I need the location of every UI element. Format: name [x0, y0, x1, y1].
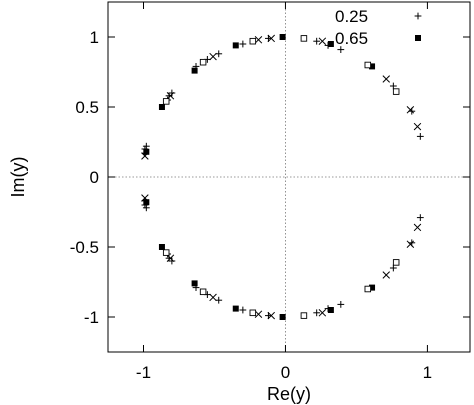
data-point: [239, 40, 247, 48]
data-point: [327, 307, 334, 313]
legend: 0.25 0.65: [335, 7, 422, 48]
data-point: [389, 264, 397, 272]
data-point: [267, 34, 276, 43]
data-point: [141, 152, 149, 160]
data-point: [232, 305, 239, 312]
data-point: [165, 254, 173, 262]
data-point: [413, 223, 422, 232]
data-point: [279, 314, 286, 320]
data-point: [313, 309, 321, 317]
data-point: [249, 309, 257, 317]
data-point: [168, 89, 176, 97]
data-point: [300, 312, 308, 319]
data-point: [209, 293, 217, 302]
data-point: [337, 301, 345, 308]
x-axis-label: Re(y): [267, 384, 311, 404]
data-point: [313, 37, 321, 45]
data-point: [300, 35, 308, 42]
data-point: [143, 199, 150, 206]
data-point: [239, 306, 247, 314]
series-0.65: [143, 34, 376, 320]
data-point: [318, 309, 327, 317]
data-point: [168, 257, 176, 265]
y-tick-label: -1: [84, 308, 99, 327]
data-point: [199, 58, 207, 66]
data-point: [318, 37, 327, 45]
data-point: [364, 285, 372, 293]
legend-marker: [414, 12, 422, 20]
data-point: [406, 240, 415, 248]
data-point: [232, 42, 239, 49]
y-tick-label: 1: [90, 28, 99, 47]
y-axis-label: Im(y): [8, 157, 28, 198]
data-point: [254, 310, 263, 318]
data-point: [337, 46, 345, 53]
data-point: [165, 92, 173, 100]
data-point: [191, 67, 198, 74]
axis-ticks: -1 0 1 1 0.5 0 -0.5 -1: [70, 2, 470, 382]
data-point: [392, 88, 400, 95]
data-point: [142, 204, 150, 212]
data-point: [158, 104, 165, 110]
legend-label: 0.25: [335, 7, 368, 26]
data-point: [209, 52, 217, 61]
x-tick-label: 0: [281, 363, 290, 382]
series-unnamed-3: [162, 35, 400, 319]
data-point: [166, 254, 175, 262]
data-point: [249, 37, 257, 45]
data-point: [254, 36, 263, 44]
data-point: [267, 311, 276, 320]
y-tick-label: -0.5: [70, 238, 99, 257]
data-point: [162, 98, 170, 105]
data-point: [162, 249, 170, 256]
data-point: [143, 148, 150, 155]
data-point: [191, 280, 198, 287]
data-point: [413, 122, 422, 131]
data-point: [416, 214, 424, 221]
data-point: [327, 41, 334, 47]
data-point: [158, 244, 165, 250]
data-point: [392, 259, 400, 266]
data-point: [279, 34, 286, 40]
data-point: [199, 288, 207, 296]
data-point: [166, 92, 175, 100]
data-point: [141, 194, 149, 202]
y-tick-label: 0: [90, 168, 99, 187]
x-tick-label: 1: [423, 363, 432, 382]
data-point: [382, 75, 390, 83]
data-point: [364, 61, 372, 69]
zero-lines: [108, 2, 470, 352]
data-point: [416, 133, 424, 140]
data-point: [369, 284, 376, 291]
legend-label: 0.65: [335, 29, 368, 48]
data-point: [389, 82, 397, 90]
data-point: [142, 142, 150, 150]
y-tick-label: 0.5: [75, 98, 99, 117]
data-point: [369, 63, 376, 70]
series-unnamed-2: [141, 34, 422, 320]
data-point: [382, 271, 390, 279]
legend-marker: [415, 35, 421, 41]
x-tick-label: -1: [136, 363, 151, 382]
plot-frame: [107, 1, 471, 353]
data-points: [141, 34, 424, 320]
data-point: [406, 106, 415, 114]
